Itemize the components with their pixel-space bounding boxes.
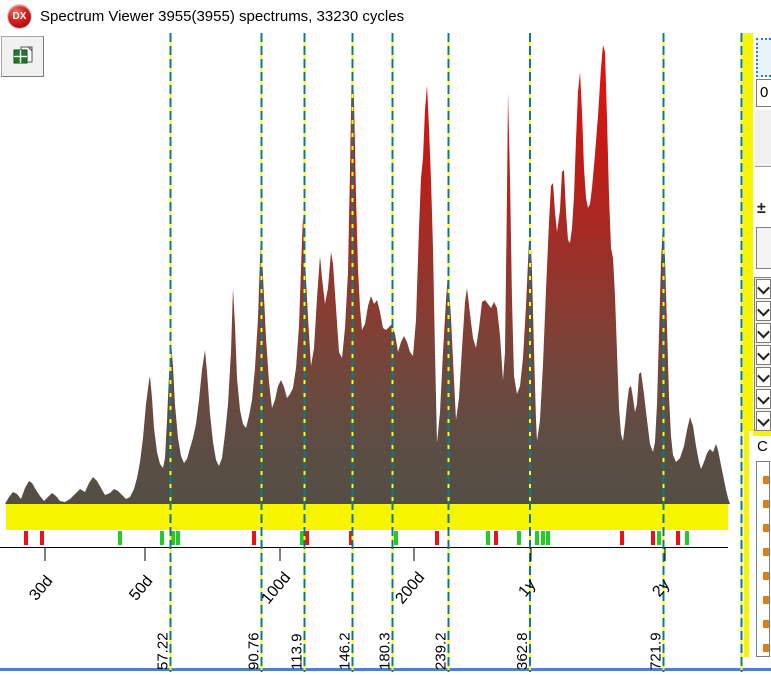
event-marker-red (24, 531, 28, 545)
list-item-marker (763, 596, 769, 604)
event-marker-green (685, 531, 689, 545)
list-item[interactable] (757, 500, 769, 524)
panel (755, 110, 771, 167)
peak-period-label: 57.22 (155, 632, 172, 670)
list-item-marker (763, 476, 769, 484)
group-label: C (757, 438, 768, 455)
chevron-down-icon (757, 303, 770, 316)
event-marker-green (171, 531, 175, 545)
dropdown-stack (754, 277, 771, 431)
period-tick-label: 30d (26, 573, 56, 604)
event-marker-red (620, 531, 624, 545)
event-marker-green (394, 531, 398, 545)
chevron-down-icon (757, 325, 770, 338)
event-marker-red (676, 531, 680, 545)
period-tick-label: 50d (126, 573, 156, 604)
yellow-divider-vertical (743, 33, 753, 431)
dropdown-select[interactable] (756, 301, 771, 321)
event-marker-red (435, 531, 439, 545)
event-marker-green (535, 531, 539, 545)
list-item[interactable] (757, 644, 769, 656)
list-item-marker (763, 548, 769, 556)
list-item[interactable] (757, 572, 769, 596)
event-marker-red (40, 531, 44, 545)
chevron-down-icon (757, 369, 770, 382)
peak-period-label: 146.2 (337, 632, 354, 670)
yellow-divider-horizontal (753, 429, 771, 436)
dropdown-select[interactable] (756, 345, 771, 365)
event-marker-red (349, 531, 353, 545)
event-marker-green (300, 531, 304, 545)
chevron-down-icon (757, 413, 770, 426)
spectrum-area (5, 45, 730, 504)
highlight-band (6, 504, 728, 530)
event-marker-green (176, 531, 180, 545)
plus-minus-label: ± (757, 200, 766, 217)
dropdown-select[interactable] (756, 411, 771, 430)
list-item[interactable] (757, 596, 769, 620)
chevron-down-icon (757, 391, 770, 404)
list-item-marker (763, 524, 769, 532)
event-marker-green (517, 531, 521, 545)
event-marker-red (305, 531, 309, 545)
bottom-border-line (0, 668, 771, 671)
window-title: Spectrum Viewer 3955(3955) spectrums, 33… (40, 7, 405, 25)
peak-period-label: 113.9 (289, 634, 306, 670)
list-item-marker (763, 572, 769, 580)
list-item[interactable] (757, 620, 769, 644)
excel-icon (13, 46, 32, 63)
dropdown-select[interactable] (756, 323, 771, 343)
event-marker-green (657, 531, 661, 545)
period-tick-label: 2y (649, 576, 673, 600)
peak-period-label: 90.76 (246, 632, 263, 670)
event-marker-green (160, 531, 164, 545)
chevron-down-icon (757, 347, 770, 360)
event-marker-green (118, 531, 122, 545)
peak-period-label: 362.8 (514, 632, 531, 670)
dropdown-select[interactable] (756, 389, 771, 409)
peak-period-label: 239.2 (433, 632, 450, 670)
list-item-marker (763, 644, 769, 652)
event-marker-red (252, 531, 256, 545)
list-item-marker (763, 620, 769, 628)
title-bar: DX Spectrum Viewer 3955(3955) spectrums,… (0, 0, 747, 32)
list-item[interactable] (757, 476, 769, 500)
event-marker-red (494, 531, 498, 545)
list-item-marker (763, 500, 769, 508)
chevron-down-icon (757, 281, 770, 294)
list-item[interactable] (757, 524, 769, 548)
event-marker-green (486, 531, 490, 545)
period-tick-label: 200d (392, 569, 428, 607)
event-marker-green (541, 531, 545, 545)
period-tick-label: 100d (258, 569, 294, 607)
dx-app-icon: DX (7, 3, 32, 29)
yellow-divider-vertical-narrow (744, 431, 749, 657)
export-excel-button[interactable] (1, 36, 44, 77)
value-input[interactable]: 0 (756, 79, 771, 107)
period-tick-label: 1y (515, 576, 539, 600)
focused-button[interactable] (756, 38, 771, 77)
peak-period-label: 180.3 (377, 632, 394, 670)
result-listbox[interactable] (756, 461, 770, 657)
partial-button[interactable] (756, 227, 771, 269)
event-marker-green (546, 531, 550, 545)
dropdown-select[interactable] (756, 279, 771, 299)
event-marker-red (651, 531, 655, 545)
list-item[interactable] (757, 548, 769, 572)
dropdown-select[interactable] (756, 367, 771, 387)
peak-period-label: 721.9 (648, 632, 665, 670)
